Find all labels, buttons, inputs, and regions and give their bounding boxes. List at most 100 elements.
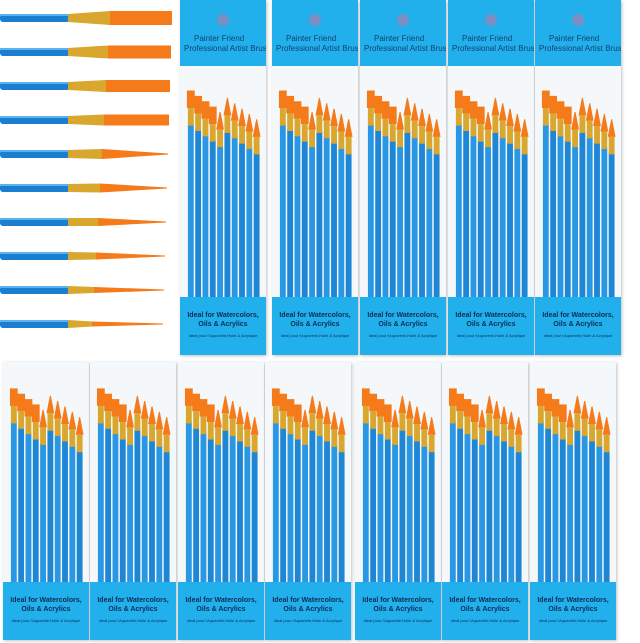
brush (141, 434, 148, 584)
brush (367, 123, 374, 299)
brush (224, 131, 231, 299)
package-footer: Ideal for Watercolors, Oils & Acrylics Id… (442, 582, 528, 640)
brush (345, 152, 352, 299)
brush (301, 139, 308, 299)
brush (375, 129, 382, 299)
tagline: Oils & Acrylics (373, 606, 423, 613)
brush (149, 439, 155, 584)
brush (302, 442, 308, 584)
brush (589, 439, 595, 584)
package-footer: Ideal for Watercolors, Oils & Acrylics Id… (90, 582, 176, 640)
brush-package: Painter Friend Professional Artist Brush (272, 0, 358, 355)
tagline: Oils & Acrylics (21, 606, 71, 613)
brush (105, 426, 112, 584)
packaged-brushes (448, 388, 523, 584)
brush (156, 444, 163, 584)
loose-brush (0, 183, 167, 193)
tagline: Ideal for Watercolors, (272, 597, 344, 604)
brush (404, 131, 411, 299)
packaged-brushes (541, 90, 616, 299)
small-print: Ideal pour l'Aquarelle,Huile & Acrylique (456, 333, 526, 338)
small-print: Ideal pour l'Aquarelle,Huile & Acrylique (98, 618, 168, 623)
brush (421, 444, 428, 584)
brush (414, 439, 420, 584)
brush (239, 141, 245, 299)
brush (316, 434, 323, 584)
brush (574, 428, 581, 584)
brush (217, 145, 223, 299)
brush (389, 139, 396, 299)
brush (463, 129, 470, 299)
product-label: Professional Artist Brush (276, 44, 358, 53)
tagline: Oils & Acrylics (378, 321, 428, 328)
brush (10, 421, 17, 584)
package-header: Painter Friend Professional Artist Brush (448, 0, 534, 66)
brush (557, 134, 564, 299)
brush (537, 421, 544, 584)
brush (567, 442, 573, 584)
product-label: Professional Artist Brush (364, 44, 446, 53)
brush (231, 136, 238, 299)
tagline: Oils & Acrylics (108, 606, 158, 613)
product-label: Professional Artist Brush (539, 44, 621, 53)
brush (209, 139, 216, 299)
brush (406, 434, 413, 584)
brush-package: Painter Friend Professional Artist Brush (535, 0, 621, 355)
brush-package: Ideal for Watercolors, Oils & Acrylics Id… (178, 362, 264, 640)
brush (457, 426, 464, 584)
tagline: Ideal for Watercolors, (449, 597, 521, 604)
package-header: Painter Friend Professional Artist Brush (180, 0, 266, 66)
tagline: Oils & Acrylics (283, 606, 333, 613)
tagline: Ideal for Watercolors, (279, 312, 351, 319)
brand-label: Painter Friend (374, 34, 425, 43)
loose-brush (0, 252, 165, 260)
brush (515, 450, 522, 584)
packaged-brushes (454, 90, 529, 299)
brush (76, 450, 83, 584)
hang-hole (485, 14, 497, 26)
hang-hole (217, 14, 229, 26)
package-footer: Ideal for Watercolors, Oils & Acrylics Id… (3, 582, 89, 640)
brush (202, 134, 209, 299)
small-print: Ideal pour l'Aquarelle,Huile & Acrylique (273, 618, 343, 623)
brush-package: Painter Friend Professional Artist Brush (360, 0, 446, 355)
brush (193, 426, 200, 584)
packaged-brushes (536, 388, 611, 584)
brush (426, 147, 433, 299)
loose-brush (0, 80, 170, 92)
tagline: Oils & Acrylics (553, 321, 603, 328)
brush (244, 444, 251, 584)
brush (40, 442, 46, 584)
packaged-brushes (278, 90, 353, 299)
small-print: Ideal pour l'Aquarelle,Huile & Acrylique (368, 333, 438, 338)
brush (32, 437, 39, 584)
package-footer: Ideal for Watercolors, Oils & Acrylics Id… (178, 582, 264, 640)
packaged-brushes (184, 388, 259, 584)
brush (514, 147, 521, 299)
brush (127, 442, 133, 584)
tagline: Oils & Acrylics (290, 321, 340, 328)
small-print: Ideal pour l'Aquarelle,Huile & Acrylique (363, 618, 433, 623)
package-footer: Ideal for Watercolors, Oils & Acrylics Id… (530, 582, 616, 640)
small-print: Ideal pour l'Aquarelle,Huile & Acrylique (188, 333, 258, 338)
brush (508, 444, 515, 584)
brush (552, 432, 559, 584)
packaged-brushes (271, 388, 346, 584)
brush (464, 432, 471, 584)
brush (485, 145, 491, 299)
brush (54, 434, 61, 584)
loose-brush (0, 218, 166, 226)
brush (499, 136, 506, 299)
small-print: Ideal pour l'Aquarelle,Huile & Acrylique (538, 618, 608, 623)
brush-package: Painter Friend Professional Artist Brush (448, 0, 534, 355)
brush (324, 439, 330, 584)
brush (399, 428, 406, 584)
brush-package: Ideal for Watercolors, Oils & Acrylics Id… (265, 362, 351, 640)
product-label: Professional Artist Brush (452, 44, 534, 53)
brush (419, 141, 425, 299)
package-header: Painter Friend Professional Artist Brush (360, 0, 446, 66)
packaged-brushes (96, 388, 171, 584)
loose-brush (0, 149, 168, 159)
brush (603, 450, 610, 584)
tagline: Oils & Acrylics (196, 606, 246, 613)
